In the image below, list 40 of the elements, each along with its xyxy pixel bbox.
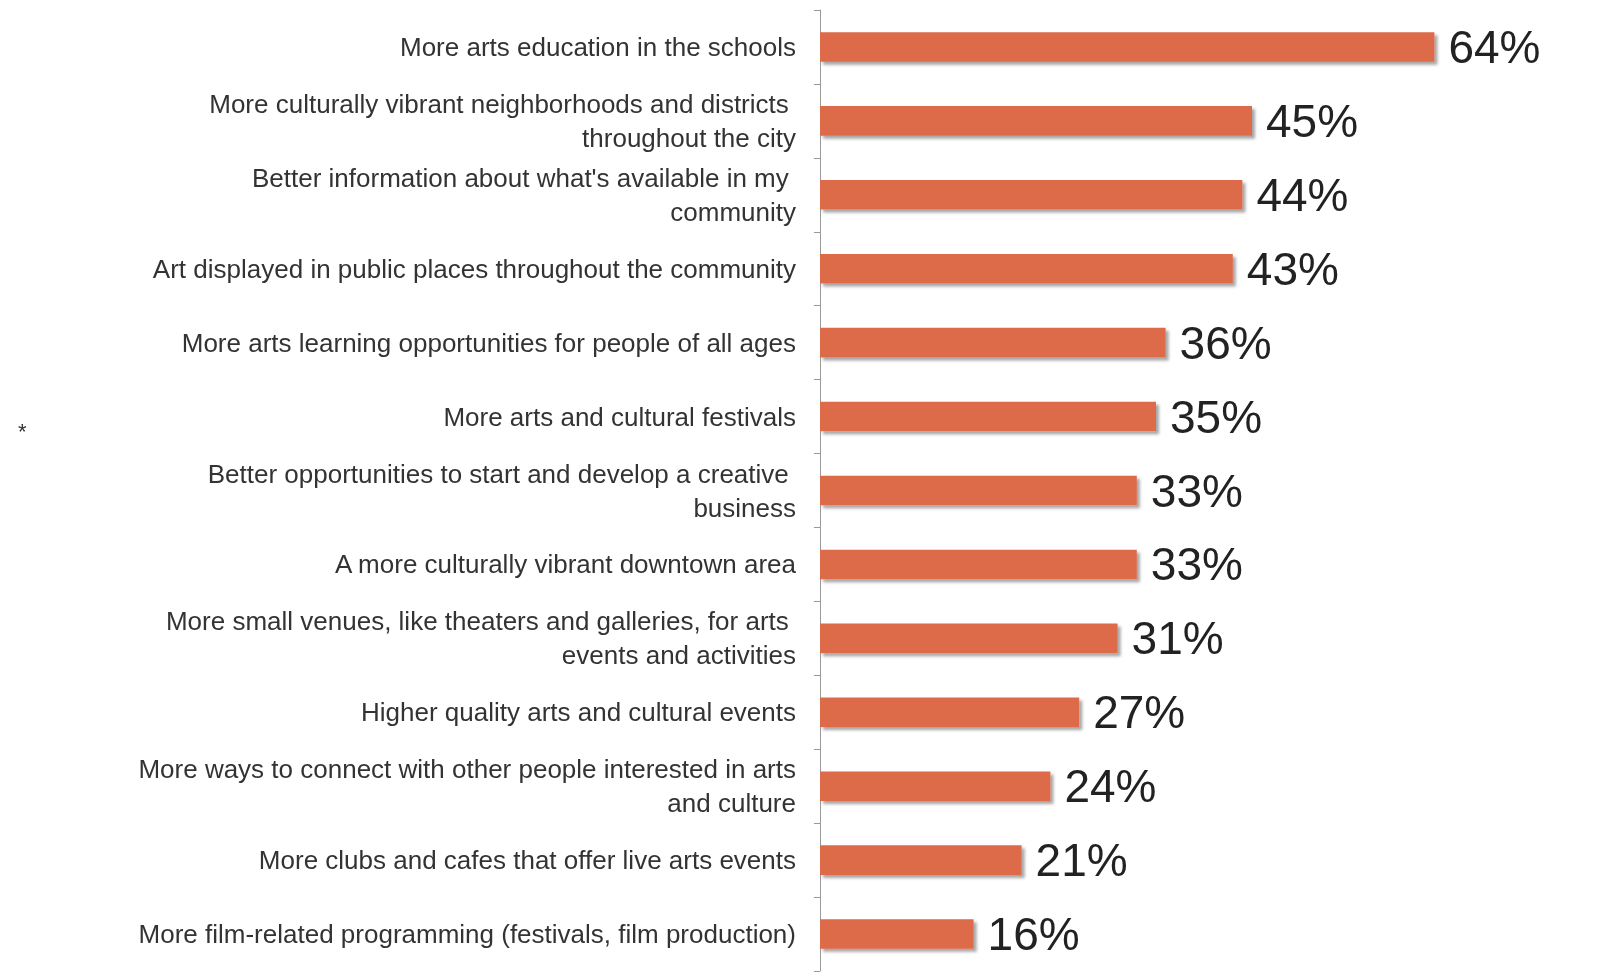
data-label: 43% <box>1246 242 1339 295</box>
y-tick-label: More culturally vibrant neighborhoods and districts throughout the city <box>209 88 796 153</box>
y-tick-label: More arts learning opportunities for people of all ages <box>181 327 796 358</box>
data-label: 36% <box>1179 316 1272 369</box>
bar <box>820 845 1022 875</box>
data-label: 16% <box>987 908 1080 961</box>
bar <box>820 771 1051 801</box>
data-label: 33% <box>1150 464 1243 517</box>
text: * <box>18 418 27 444</box>
data-label: 64% <box>1448 20 1541 73</box>
y-tick-label: More small venues, like theaters and galleries, for arts events and activities <box>165 606 796 671</box>
y-tick-label: Art displayed in public places throughout the community <box>152 253 796 284</box>
bar <box>820 106 1252 136</box>
data-label: 35% <box>1170 390 1263 443</box>
y-tick-label: More ways to connect with other people interested in arts and culture <box>138 754 796 819</box>
y-tick-label: More clubs and cafes that offer live arts events <box>258 845 796 876</box>
y-tick-label: More arts and cultural festivals <box>443 401 796 432</box>
bar <box>820 401 1156 432</box>
bar <box>820 253 1233 284</box>
data-label: 33% <box>1150 538 1243 591</box>
data-label: 31% <box>1131 612 1224 665</box>
y-tick-label: Better information about what's available in my community <box>251 162 796 227</box>
bar <box>820 549 1137 580</box>
data-label: 21% <box>1035 834 1128 887</box>
data-label: 45% <box>1266 94 1359 147</box>
bar <box>820 697 1080 728</box>
y-tick-label: More arts education in the schools <box>400 31 796 62</box>
y-tick-label: More film-related programming (festivals, film production) <box>138 919 796 950</box>
bar <box>820 623 1118 654</box>
data-label: 27% <box>1093 686 1186 739</box>
bar <box>820 919 974 949</box>
y-tick-label: Higher quality arts and cultural events <box>360 697 796 728</box>
data-label: 44% <box>1256 168 1349 221</box>
bar <box>820 327 1166 358</box>
y-tick-label: A more culturally vibrant downtown area <box>334 549 797 580</box>
bar <box>820 32 1435 62</box>
y-tick-label: Better opportunities to start and develop a creative business <box>207 458 796 523</box>
data-label: 24% <box>1064 760 1157 813</box>
bar <box>820 180 1243 210</box>
bar <box>820 475 1137 506</box>
